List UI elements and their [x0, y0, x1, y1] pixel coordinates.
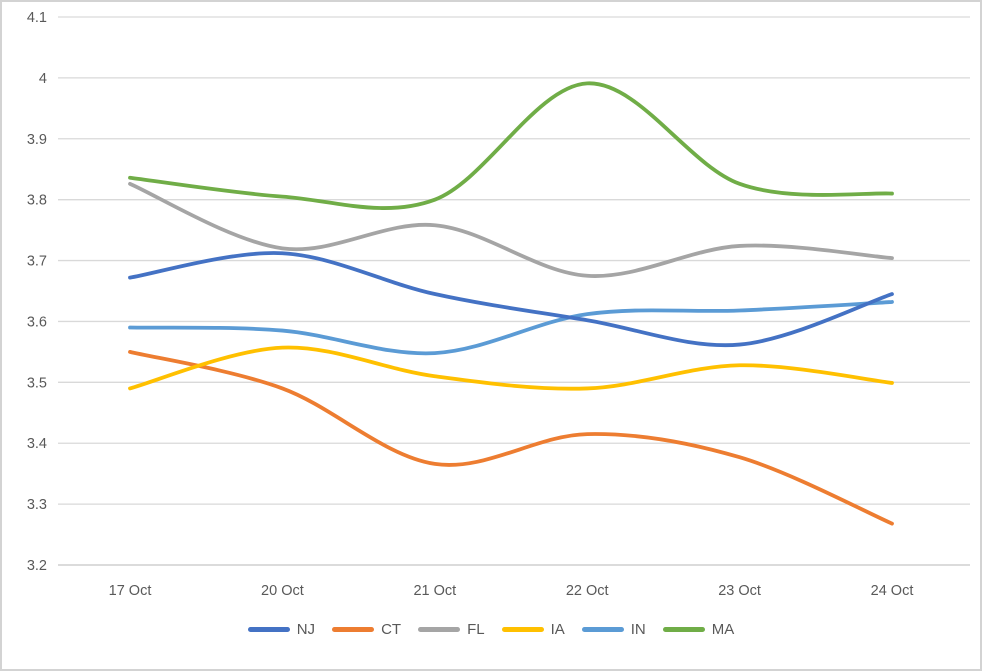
series-line-in[interactable]	[128, 300, 894, 356]
legend: NJ CT FL IA IN MA	[2, 622, 980, 637]
y-tick-label: 4.1	[27, 10, 47, 26]
legend-dash-ma-icon	[662, 627, 705, 632]
y-tick-label: 3.6	[27, 314, 47, 330]
y-tick-label: 3.9	[27, 132, 47, 148]
legend-item-ia[interactable]: IA	[501, 621, 565, 638]
legend-label: MA	[711, 621, 735, 638]
y-tick-label: 3.5	[27, 375, 47, 391]
legend-dash-fl-icon	[418, 627, 461, 632]
legend-dash-in-icon	[581, 627, 624, 632]
legend-label: IN	[630, 621, 646, 638]
x-tick-label: 24 Oct	[871, 583, 914, 599]
legend-item-fl[interactable]: FL	[418, 622, 485, 637]
legend-label: IA	[550, 621, 565, 638]
series-line-ia[interactable]	[128, 345, 894, 391]
legend-item-nj[interactable]: NJ	[247, 621, 316, 638]
x-tick-label: 23 Oct	[718, 583, 761, 599]
series-line-ma[interactable]	[128, 81, 894, 210]
legend-dash-ia-icon	[501, 627, 544, 632]
legend-label: FL	[467, 621, 485, 638]
y-tick-label: 4	[39, 71, 47, 87]
y-tick-label: 3.7	[27, 254, 47, 270]
series-line-nj[interactable]	[128, 251, 894, 348]
legend-dash-ct-icon	[332, 627, 375, 632]
y-tick-label: 3.3	[27, 497, 47, 513]
y-tick-label: 3.8	[27, 193, 47, 209]
legend-item-ma[interactable]: MA	[662, 621, 735, 638]
legend-item-in[interactable]: IN	[581, 621, 646, 638]
series-line-ct[interactable]	[128, 349, 894, 526]
legend-label: CT	[381, 621, 402, 638]
x-tick-label: 17 Oct	[109, 583, 152, 599]
x-tick-label: 21 Oct	[413, 583, 456, 599]
series-line-fl[interactable]	[128, 181, 894, 278]
x-tick-label: 22 Oct	[566, 583, 609, 599]
y-tick-label: 3.2	[27, 558, 47, 574]
legend-item-ct[interactable]: CT	[332, 622, 401, 637]
legend-label: NJ	[296, 621, 316, 638]
legend-dash-nj-icon	[247, 627, 290, 632]
x-tick-label: 20 Oct	[261, 583, 304, 599]
y-tick-label: 3.4	[27, 436, 47, 452]
